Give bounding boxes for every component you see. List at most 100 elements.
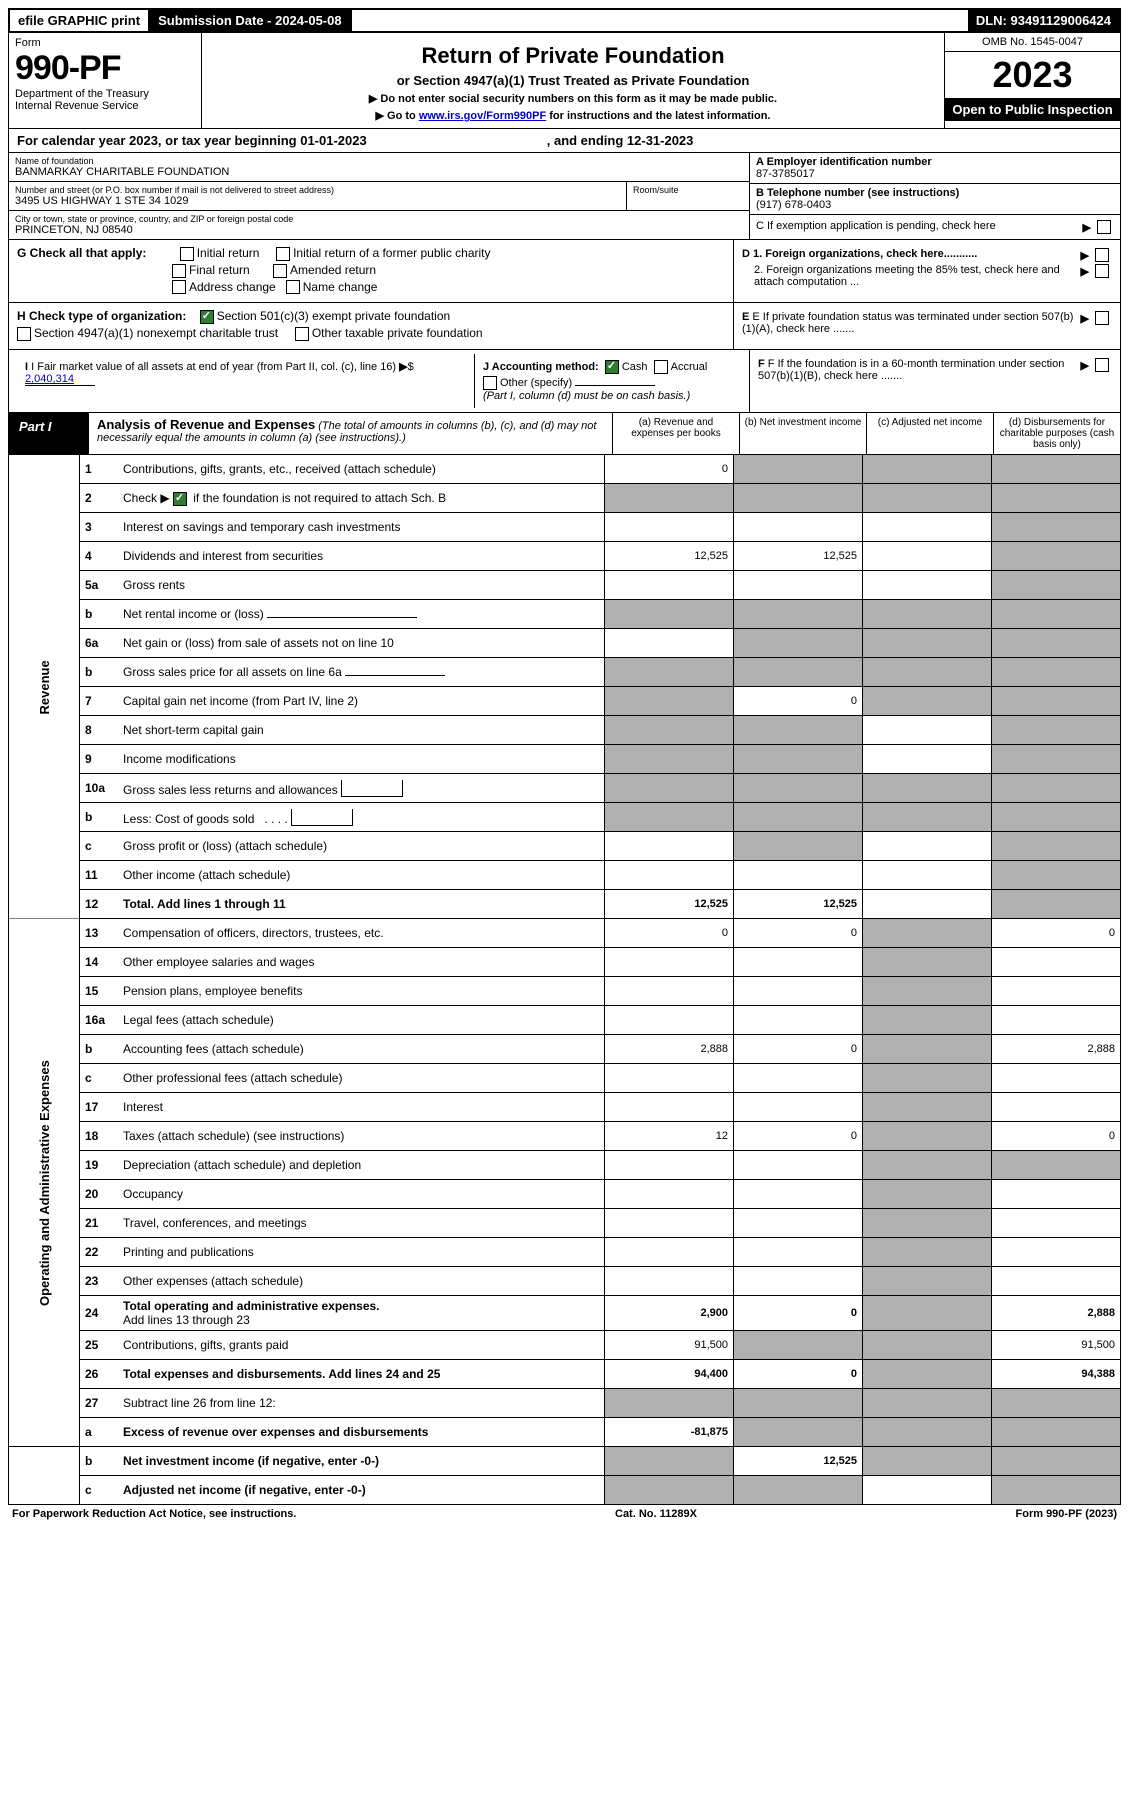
- row-8: 8Net short-term capital gain: [9, 716, 1121, 745]
- j-cash: Cash: [622, 361, 648, 373]
- g-opt-0: Initial return: [197, 246, 260, 260]
- name-label: Name of foundation: [15, 156, 743, 166]
- f-section: F F If the foundation is in a 60-month t…: [749, 350, 1120, 412]
- r24-a: 2,900: [605, 1296, 734, 1331]
- line-num: 2: [80, 484, 119, 513]
- instr-2: ▶ Go to www.irs.gov/Form990PF for instru…: [208, 109, 938, 122]
- r25-desc: Contributions, gifts, grants paid: [118, 1331, 605, 1360]
- footer-right: Form 990-PF (2023): [1016, 1508, 1118, 1520]
- r18-b: 0: [734, 1122, 863, 1151]
- info-right: A Employer identification number 87-3785…: [749, 153, 1120, 239]
- address-cell: Number and street (or P.O. box number if…: [9, 182, 627, 210]
- g-opt-3: Amended return: [290, 263, 376, 277]
- col-a-head: (a) Revenue and expenses per books: [612, 413, 739, 454]
- ijf-section: I I Fair market value of all assets at e…: [8, 350, 1121, 413]
- omb: OMB No. 1545-0047: [945, 33, 1120, 52]
- row-7: 7Capital gain net income (from Part IV, …: [9, 687, 1121, 716]
- r1-d: [992, 455, 1121, 484]
- city-cell: City or town, state or province, country…: [9, 211, 749, 239]
- r19-desc: Depreciation (attach schedule) and deple…: [118, 1151, 605, 1180]
- submission-date: Submission Date - 2024-05-08: [150, 10, 352, 31]
- g-label: G Check all that apply:: [17, 246, 146, 260]
- r27a-a: -81,875: [605, 1418, 734, 1447]
- r26-d: 94,388: [992, 1360, 1121, 1389]
- j-cash-checkbox[interactable]: [605, 360, 619, 374]
- row-19: 19Depreciation (attach schedule) and dep…: [9, 1151, 1121, 1180]
- c-checkbox[interactable]: [1097, 220, 1111, 234]
- d2-checkbox[interactable]: [1095, 264, 1109, 278]
- r18-d: 0: [992, 1122, 1121, 1151]
- row-10a: 10aGross sales less returns and allowanc…: [9, 774, 1121, 803]
- info-left: Name of foundation BANMARKAY CHARITABLE …: [9, 153, 749, 239]
- e-text: E If private foundation status was termi…: [742, 311, 1073, 335]
- r1-b: [734, 455, 863, 484]
- e-checkbox[interactable]: [1095, 311, 1109, 325]
- part1-desc: Analysis of Revenue and Expenses (The to…: [89, 413, 612, 454]
- r2-checkbox[interactable]: [173, 492, 187, 506]
- part1-table: Revenue 1 Contributions, gifts, grants, …: [8, 455, 1121, 1505]
- row-2: 2 Check ▶ if the foundation is not requi…: [9, 484, 1121, 513]
- foundation-name-cell: Name of foundation BANMARKAY CHARITABLE …: [9, 153, 749, 182]
- form-link[interactable]: www.irs.gov/Form990PF: [419, 110, 546, 122]
- d2-label: 2. Foreign organizations meeting the 85%…: [742, 264, 1077, 288]
- g-initial-former-checkbox[interactable]: [276, 247, 290, 261]
- foundation-name: BANMARKAY CHARITABLE FOUNDATION: [15, 166, 743, 178]
- r21-desc: Travel, conferences, and meetings: [118, 1209, 605, 1238]
- row-27b: bNet investment income (if negative, ent…: [9, 1447, 1121, 1476]
- row-23: 23Other expenses (attach schedule): [9, 1267, 1121, 1296]
- row-9: 9Income modifications: [9, 745, 1121, 774]
- j-accrual-checkbox[interactable]: [654, 360, 668, 374]
- j-other-checkbox[interactable]: [483, 376, 497, 390]
- g-final-checkbox[interactable]: [172, 264, 186, 278]
- footer-mid: Cat. No. 11289X: [615, 1508, 697, 1520]
- efile-label: efile GRAPHIC print: [10, 10, 150, 31]
- r24-desc: Total operating and administrative expen…: [118, 1296, 605, 1331]
- row-16c: cOther professional fees (attach schedul…: [9, 1064, 1121, 1093]
- r26-a: 94,400: [605, 1360, 734, 1389]
- h-label: H Check type of organization:: [17, 309, 186, 323]
- h-4947-checkbox[interactable]: [17, 327, 31, 341]
- form-subtitle: or Section 4947(a)(1) Trust Treated as P…: [208, 73, 938, 88]
- r23-desc: Other expenses (attach schedule): [118, 1267, 605, 1296]
- h-501c3-checkbox[interactable]: [200, 310, 214, 324]
- f-checkbox[interactable]: [1095, 358, 1109, 372]
- header-right: OMB No. 1545-0047 2023 Open to Public In…: [944, 33, 1120, 128]
- i-value[interactable]: 2,040,314: [25, 373, 95, 386]
- r24-d: 2,888: [992, 1296, 1121, 1331]
- h-opt1: Section 501(c)(3) exempt private foundat…: [217, 309, 450, 323]
- form-number: 990-PF: [15, 49, 195, 88]
- addr-label: Number and street (or P.O. box number if…: [15, 185, 620, 195]
- phone: (917) 678-0403: [756, 199, 1114, 211]
- open-public: Open to Public Inspection: [945, 98, 1120, 121]
- d1-checkbox[interactable]: [1095, 248, 1109, 262]
- tax-year: 2023: [945, 52, 1120, 98]
- row-12: 12Total. Add lines 1 through 1112,52512,…: [9, 890, 1121, 919]
- g-amended-checkbox[interactable]: [273, 264, 287, 278]
- row-16b: bAccounting fees (attach schedule)2,8880…: [9, 1035, 1121, 1064]
- header-center: Return of Private Foundation or Section …: [202, 33, 944, 128]
- r14-desc: Other employee salaries and wages: [118, 948, 605, 977]
- r3-desc: Interest on savings and temporary cash i…: [118, 513, 605, 542]
- j-other-line: [575, 385, 655, 386]
- cal-begin: For calendar year 2023, or tax year begi…: [17, 133, 367, 148]
- g-initial-checkbox[interactable]: [180, 247, 194, 261]
- r13-d: 0: [992, 919, 1121, 948]
- ij-left: I I Fair market value of all assets at e…: [9, 350, 749, 412]
- r11-desc: Other income (attach schedule): [118, 861, 605, 890]
- g-address-checkbox[interactable]: [172, 280, 186, 294]
- r16a-desc: Legal fees (attach schedule): [118, 1006, 605, 1035]
- row-22: 22Printing and publications: [9, 1238, 1121, 1267]
- h-other-checkbox[interactable]: [295, 327, 309, 341]
- r6a-desc: Net gain or (loss) from sale of assets n…: [118, 629, 605, 658]
- r25-d: 91,500: [992, 1331, 1121, 1360]
- r16b-a: 2,888: [605, 1035, 734, 1064]
- calendar-year-row: For calendar year 2023, or tax year begi…: [8, 129, 1121, 153]
- g-name-checkbox[interactable]: [286, 280, 300, 294]
- row-5a: 5aGross rents: [9, 571, 1121, 600]
- row-27a: aExcess of revenue over expenses and dis…: [9, 1418, 1121, 1447]
- r1-c: [863, 455, 992, 484]
- r5b-desc: Net rental income or (loss): [118, 600, 605, 629]
- r12-desc: Total. Add lines 1 through 11: [118, 890, 605, 919]
- phone-cell: B Telephone number (see instructions) (9…: [750, 184, 1120, 215]
- irs: Internal Revenue Service: [15, 100, 195, 112]
